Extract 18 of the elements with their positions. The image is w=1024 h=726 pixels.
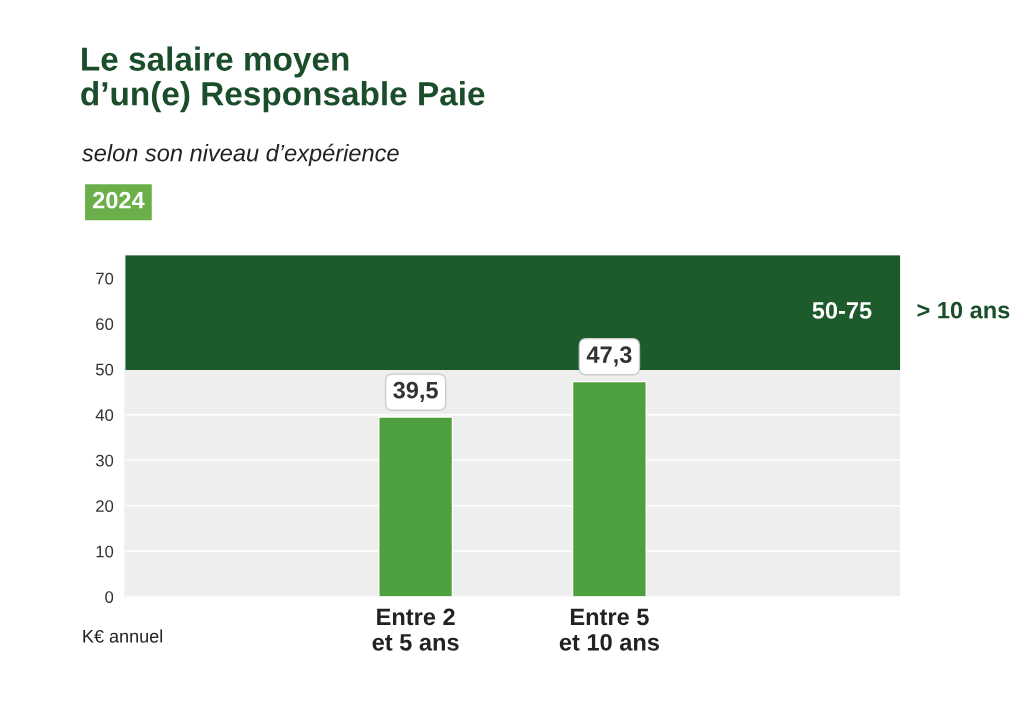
y-tick-label: 0 — [105, 591, 114, 603]
y-axis-title: K€ annuel — [83, 629, 163, 643]
y-tick-label: 30 — [95, 454, 114, 467]
data-label: 47,3 — [586, 346, 632, 367]
text: > 10 ans — [917, 301, 1010, 319]
data-label: 39,5 — [393, 381, 438, 402]
y-tick-label: 20 — [96, 500, 114, 512]
y-tick-label: 10 — [96, 545, 114, 558]
band-label: 50-75 — [812, 302, 872, 319]
y-tick-label: 50 — [95, 363, 114, 376]
y-tick-label: 40 — [95, 409, 114, 421]
text: 2024 — [92, 191, 145, 209]
y-tick-label: 70 — [96, 272, 114, 285]
x-tick-label: Entre 5 et 10 ans — [559, 608, 659, 651]
chart-subtitle: selon son niveau d’expérience — [81, 143, 399, 167]
y-tick-label: 60 — [96, 318, 114, 330]
x-tick-label: Entre 2 et 5 ans — [372, 608, 459, 651]
chart-title: Le salaire moyen d’un(e) Responsable Paie — [81, 46, 485, 113]
